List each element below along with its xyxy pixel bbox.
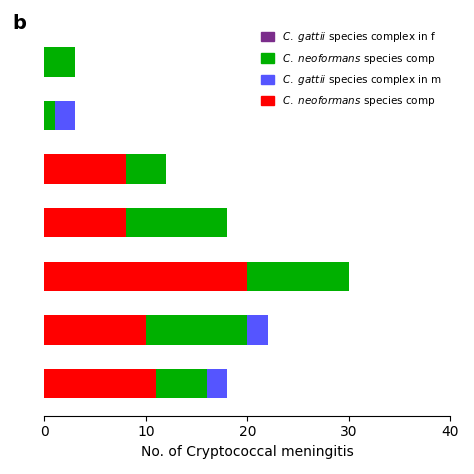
Bar xyxy=(45,155,126,184)
Bar xyxy=(126,208,227,237)
Bar xyxy=(146,315,247,345)
Legend: $\it{C.\ gattii}$ species complex in f, $\it{C.\ neoformans}$ species comp, $\it: $\it{C.\ gattii}$ species complex in f, … xyxy=(258,27,445,111)
Bar xyxy=(247,262,349,291)
Bar xyxy=(126,155,166,184)
X-axis label: No. of Cryptococcal meningitis: No. of Cryptococcal meningitis xyxy=(141,445,354,459)
Bar xyxy=(156,369,207,398)
Bar xyxy=(45,369,156,398)
Bar xyxy=(45,315,146,345)
Bar xyxy=(55,101,75,130)
Text: b: b xyxy=(12,14,26,33)
Bar xyxy=(45,101,55,130)
Bar xyxy=(45,47,75,77)
Bar xyxy=(45,208,126,237)
Bar xyxy=(207,369,227,398)
Bar xyxy=(45,262,247,291)
Bar xyxy=(247,315,268,345)
